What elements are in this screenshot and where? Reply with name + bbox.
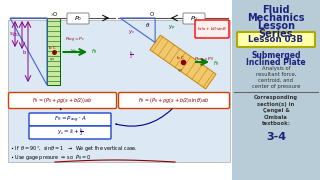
Text: cp: cp bbox=[50, 57, 55, 61]
Text: $\theta$: $\theta$ bbox=[145, 21, 151, 29]
Text: $F_R = (P_0 + \rho g(s + b/2)\sin\theta)ab$: $F_R = (P_0 + \rho g(s + b/2)\sin\theta)… bbox=[139, 96, 210, 105]
Text: b C: b C bbox=[177, 56, 183, 60]
FancyBboxPatch shape bbox=[118, 93, 229, 109]
Text: s: s bbox=[10, 30, 13, 35]
FancyArrowPatch shape bbox=[60, 109, 61, 110]
FancyBboxPatch shape bbox=[29, 126, 111, 139]
Text: $y_c = \bar{s} + \frac{b}{2}$: $y_c = \bar{s} + \frac{b}{2}$ bbox=[57, 127, 83, 138]
Text: centroid, and: centroid, and bbox=[259, 78, 293, 83]
Text: $y_c$: $y_c$ bbox=[128, 28, 135, 36]
Bar bbox=[232, 0, 320, 180]
Text: 3-4: 3-4 bbox=[266, 132, 286, 142]
Text: Submerged: Submerged bbox=[251, 51, 301, 60]
Text: textbook:: textbook: bbox=[261, 121, 291, 126]
Bar bbox=[8, 20, 230, 162]
Text: $P_{avg}=P_c$: $P_{avg}=P_c$ bbox=[65, 36, 85, 44]
FancyBboxPatch shape bbox=[195, 20, 229, 38]
Text: Lesson 03B: Lesson 03B bbox=[249, 35, 303, 44]
Text: Analysis of: Analysis of bbox=[262, 66, 290, 71]
Text: O: O bbox=[150, 12, 154, 17]
FancyBboxPatch shape bbox=[237, 32, 315, 47]
Text: $P_{avg}=P_0$: $P_{avg}=P_0$ bbox=[194, 56, 214, 64]
FancyBboxPatch shape bbox=[9, 93, 116, 109]
Text: Cimbala: Cimbala bbox=[264, 114, 288, 120]
Text: Series: Series bbox=[259, 29, 293, 39]
Text: Çengel &: Çengel & bbox=[263, 108, 289, 113]
Text: $\bullet$ If  $\theta = 90°$,  $\sin\theta = 1$  $\rightarrow$  We get the verti: $\bullet$ If $\theta = 90°$, $\sin\theta… bbox=[10, 144, 138, 153]
FancyArrowPatch shape bbox=[116, 109, 172, 126]
FancyBboxPatch shape bbox=[29, 113, 111, 126]
Text: resultant force,: resultant force, bbox=[256, 72, 296, 77]
Text: cp: cp bbox=[178, 68, 182, 72]
Text: Fluid: Fluid bbox=[262, 5, 290, 15]
Text: $\bullet$ Use gage presure $\Rightarrow$ so  $P_0 = 0$: $\bullet$ Use gage presure $\Rightarrow$… bbox=[10, 153, 92, 162]
Text: center of pressure: center of pressure bbox=[252, 84, 300, 89]
FancyBboxPatch shape bbox=[183, 13, 205, 24]
Text: x: x bbox=[51, 12, 53, 17]
Polygon shape bbox=[150, 35, 216, 89]
Text: $F_R$: $F_R$ bbox=[91, 48, 98, 57]
Text: $h_c(s+b_2)\sin\theta$: $h_c(s+b_2)\sin\theta$ bbox=[197, 25, 227, 33]
Text: $y_p$: $y_p$ bbox=[70, 47, 78, 57]
Text: $P_0$: $P_0$ bbox=[190, 14, 198, 23]
Text: Lesson: Lesson bbox=[257, 21, 295, 31]
Text: $F_R = P_{avg} \cdot A$: $F_R = P_{avg} \cdot A$ bbox=[54, 114, 86, 125]
Text: $b_{/2}$: $b_{/2}$ bbox=[12, 31, 20, 39]
Text: b: b bbox=[22, 50, 26, 55]
Text: O: O bbox=[53, 12, 57, 17]
FancyBboxPatch shape bbox=[67, 13, 89, 24]
Text: Inclined Plate: Inclined Plate bbox=[246, 58, 306, 67]
Text: $P_0$: $P_0$ bbox=[74, 14, 82, 23]
Bar bbox=[47, 18, 60, 85]
Text: Mechanics: Mechanics bbox=[247, 13, 305, 23]
Text: Corresponding: Corresponding bbox=[254, 95, 298, 100]
Text: section(s) in: section(s) in bbox=[257, 102, 295, 107]
Text: b C: b C bbox=[49, 46, 56, 50]
Text: $F_R = (P_0 + \rho g(s + b/2))ab$: $F_R = (P_0 + \rho g(s + b/2))ab$ bbox=[32, 96, 92, 105]
Text: $F_R$: $F_R$ bbox=[213, 60, 220, 68]
Text: $y_p$: $y_p$ bbox=[168, 23, 176, 33]
Text: $\frac{b}{2}$: $\frac{b}{2}$ bbox=[129, 49, 133, 61]
